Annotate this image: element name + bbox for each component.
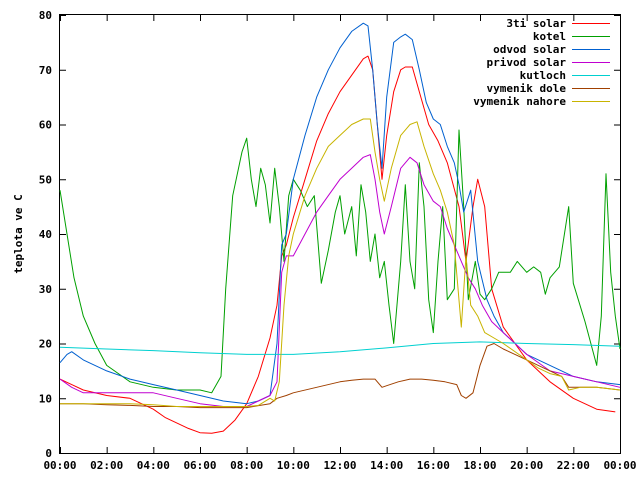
x-tick-label: 14:00: [370, 459, 403, 472]
x-tick-label: 02:00: [90, 459, 123, 472]
series-line-odvod-solar: [59, 22, 621, 405]
y-tick-label: 10: [39, 392, 52, 405]
y-axis-label: teplota ve C: [12, 194, 25, 273]
x-tick-label: 06:00: [183, 459, 216, 472]
series-line-kotel: [59, 129, 621, 394]
y-tick-label: 50: [39, 173, 52, 186]
legend-label: 3ti solar: [506, 17, 566, 30]
x-tick-label: 12:00: [323, 459, 356, 472]
plot-frame: [59, 14, 621, 454]
legend-label: vymenik dole: [487, 82, 567, 95]
y-tick-label: 40: [39, 228, 52, 241]
series-lines: [59, 22, 621, 434]
series-line-3ti-solar: [59, 55, 616, 434]
x-tick-label: 20:00: [510, 459, 543, 472]
x-tick-label: 22:00: [557, 459, 590, 472]
x-tick-label: 08:00: [230, 459, 263, 472]
y-tick-label: 30: [39, 283, 52, 296]
x-tick-label: 00:00: [603, 459, 636, 472]
y-tick-label: 80: [39, 9, 52, 22]
x-tick-label: 04:00: [137, 459, 170, 472]
y-tick-label: 70: [39, 64, 52, 77]
legend-label: kutloch: [520, 69, 566, 82]
x-tick-label: 18:00: [463, 459, 496, 472]
x-tick-label: 16:00: [417, 459, 450, 472]
y-tick-label: 0: [45, 447, 52, 460]
y-tick-label: 60: [39, 119, 52, 132]
x-axis: 00:00 02:00 04:00 06:00 08:00 10:00 12:00 14:00…: [43, 15, 637, 472]
series-line-kutloch: [59, 341, 621, 355]
legend-label: odvod solar: [493, 43, 566, 56]
series-line-vymenik-nahore: [60, 118, 621, 407]
legend-label: privod solar: [487, 56, 567, 69]
legend-label: kotel: [533, 30, 566, 43]
y-tick-label: 20: [39, 338, 52, 351]
y-axis: 0 10 20 30 40 50 60 70 80: [39, 9, 620, 460]
series-line-vymenik-dole: [60, 343, 621, 409]
x-tick-label: 00:00: [43, 459, 76, 472]
series-line-privod-solar: [59, 154, 621, 407]
legend-label: vymenik nahore: [473, 95, 566, 108]
x-tick-label: 10:00: [277, 459, 310, 472]
